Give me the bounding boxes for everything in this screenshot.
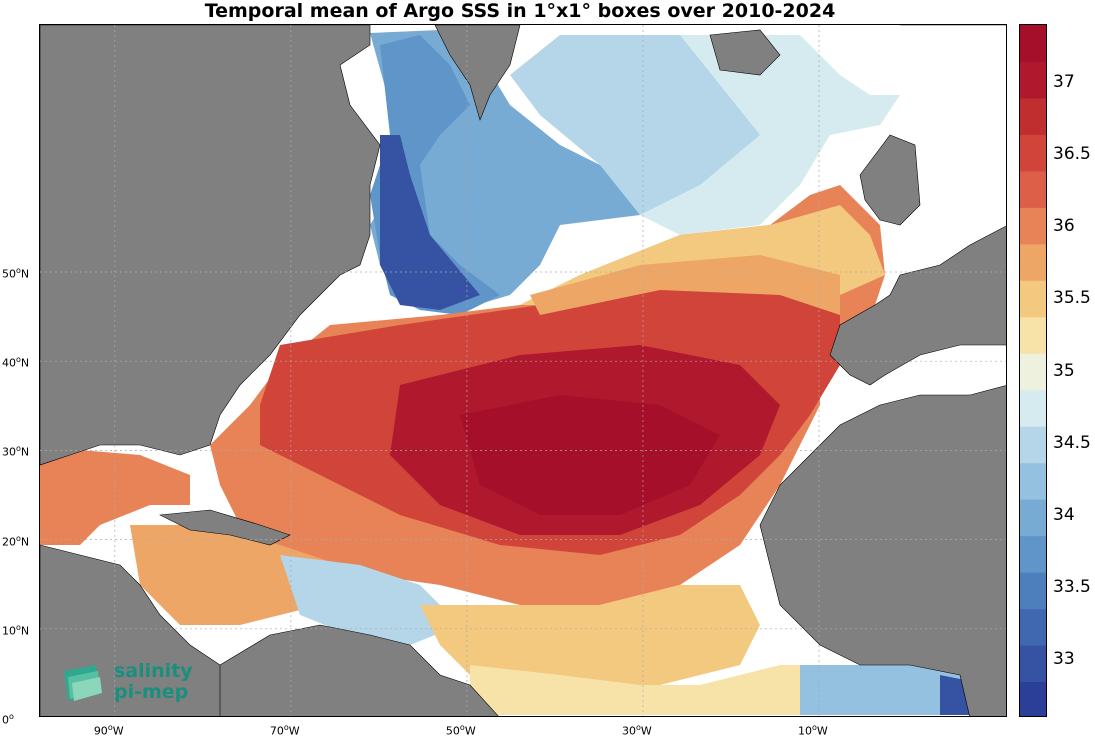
colorbar-band (1020, 645, 1046, 683)
colorbar-gradient (1020, 25, 1046, 716)
lat-tick-label: 10oN (2, 622, 30, 638)
lat-tick-label: 50oN (2, 266, 30, 281)
colorbar-band (1020, 316, 1046, 354)
map-title: Temporal mean of Argo SSS in 1°x1° boxes… (204, 0, 836, 22)
colorbar-tick-label: 35 (1053, 360, 1075, 381)
lon-tick-label: 70oW (269, 723, 300, 738)
lon-tick-label: 10oW (798, 723, 828, 738)
colorbar-band (1020, 499, 1046, 537)
salinity-pi-mep-logo: salinity pi-mep (62, 657, 193, 705)
logo-text-line2: pi-mep (114, 681, 189, 703)
colorbar-tick-label: 35.5 (1053, 288, 1091, 309)
lat-tick-label: 0o (2, 712, 14, 727)
salinity-field (40, 30, 990, 715)
gridlines (40, 25, 1006, 716)
colorbar-tick-label: 37 (1053, 71, 1075, 92)
lon-tick-label: 50oW (445, 723, 476, 738)
colorbar-tick-label: 33.5 (1053, 577, 1091, 598)
colorbar-tick-label: 34 (1053, 504, 1075, 525)
colorbar-band (1020, 134, 1046, 172)
colorbar-band (1020, 207, 1046, 245)
salinity-map (39, 24, 1007, 717)
colorbar-band (1020, 572, 1046, 610)
colorbar-band (1020, 280, 1046, 318)
lon-tick-label: 90oW (93, 723, 124, 738)
colorbar-tick-label: 36.5 (1053, 143, 1091, 164)
land-masses (40, 25, 1006, 716)
lon-tick-label: 30oW (621, 723, 652, 738)
colorbar-band (1020, 97, 1046, 135)
colorbar-band (1020, 243, 1046, 281)
colorbar-band (1020, 426, 1046, 464)
colorbar-band (1020, 61, 1046, 99)
colorbar-tick-label: 34.5 (1053, 432, 1091, 453)
lat-tick-label: 40oN (2, 355, 30, 370)
colorbar-band (1020, 353, 1046, 391)
colorbar-tick-label: 36 (1053, 216, 1075, 237)
colorbar-band (1020, 535, 1046, 573)
colorbar-tick-label: 33 (1053, 649, 1075, 670)
lat-tick-label: 30oN (2, 444, 30, 460)
colorbar-band (1020, 25, 1046, 62)
map-canvas (40, 25, 1006, 716)
colorbar-band (1020, 170, 1046, 208)
colorbar-band (1020, 608, 1046, 646)
lat-tick-label: 20oN (2, 533, 30, 549)
logo-mark-icon (64, 665, 102, 701)
colorbar-band (1020, 462, 1046, 500)
colorbar-band (1020, 681, 1046, 716)
logo-text-line1: salinity (114, 660, 193, 682)
colorbar-band (1020, 389, 1046, 427)
colorbar (1019, 24, 1047, 717)
